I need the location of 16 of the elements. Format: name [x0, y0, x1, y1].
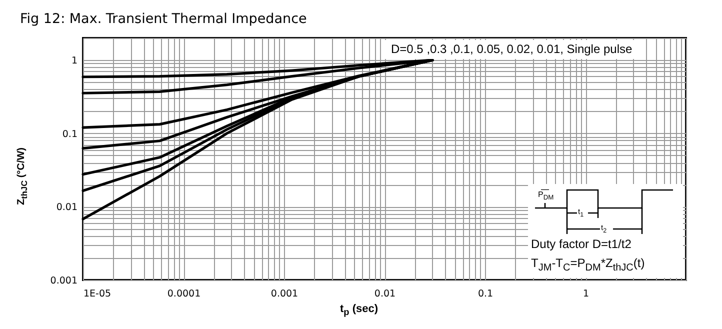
y-tick-label: 1 [71, 56, 78, 67]
x-tick-label: 0.01 [374, 288, 396, 300]
chart-title: Fig 12: Max. Transient Thermal Impedance [20, 11, 307, 27]
x-axis-title: t$_{p}$ (sec) [340, 303, 378, 318]
y-tick-label: 0.001 [50, 276, 78, 286]
text: T$_{JM}$-T$_{C}$=P$_{DM}$*Z$_{thJC}$(t) [531, 256, 645, 274]
y-tick-label: 0.1 [62, 128, 78, 140]
y-tick-label: 0.01 [56, 202, 78, 214]
annotation: Duty factor D=t1/t2 [531, 237, 632, 251]
x-tick-label: 0.001 [270, 288, 298, 300]
x-tick-label: 0.0001 [167, 288, 201, 300]
x-tick-label: 1 [582, 288, 590, 300]
annotation: P$_{DM}$ [538, 190, 554, 203]
x-tick-label: 1E-05 [84, 288, 112, 300]
annotation: D=0.5 ,0.3 ,0.1, 0.05, 0.02, 0.01, Single pulse [385, 40, 638, 59]
x-tick-label: 0.1 [478, 288, 494, 300]
